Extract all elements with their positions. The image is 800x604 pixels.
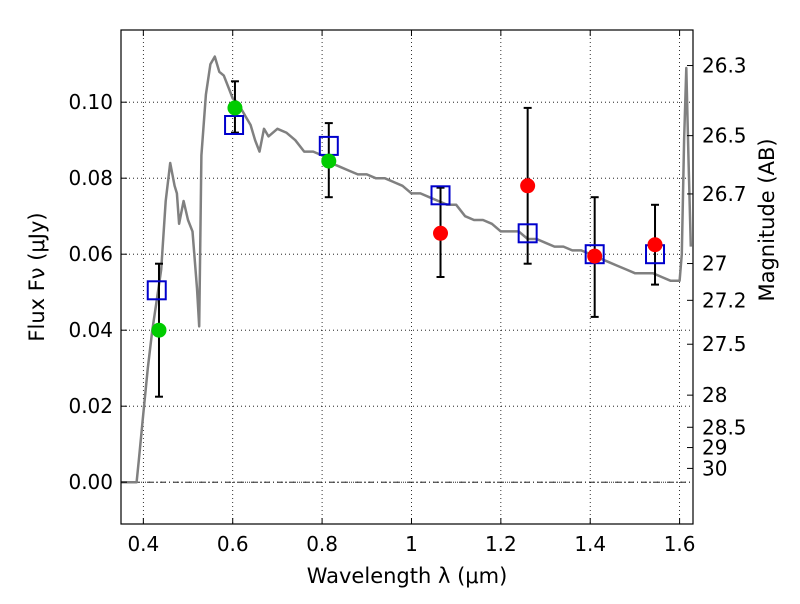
magnitude-axis-title: Magnitude (AB) — [755, 138, 779, 301]
y-tick-label: 0.08 — [68, 166, 113, 190]
y-axis-ticks: 0.00 0.02 0.04 0.06 0.08 0.10 — [68, 90, 127, 494]
optical-flux-point — [151, 322, 167, 338]
model-band-square — [146, 280, 167, 301]
magnitude-tick-label: 26.3 — [702, 54, 747, 78]
magnitude-tick-label: 27.2 — [702, 288, 747, 312]
model-band-square — [224, 115, 245, 135]
x-tick-label: 1.6 — [664, 532, 696, 556]
y-tick-label: 0.00 — [68, 470, 113, 494]
magnitude-tick-label: 27 — [702, 252, 727, 276]
x-tick-label: 0.8 — [306, 532, 338, 556]
magnitude-tick-label: 28.5 — [702, 415, 747, 439]
nir-flux-point — [520, 178, 536, 194]
y-tick-label: 0.06 — [68, 242, 113, 266]
x-tick-label: 1.4 — [574, 532, 606, 556]
y-axis-title: Flux Fν (μJy) — [25, 212, 49, 341]
nir-flux-point — [433, 225, 449, 241]
observed-flux-layer — [151, 100, 663, 338]
optical-flux-point — [227, 100, 243, 116]
magnitude-tick-label: 26.5 — [702, 124, 747, 148]
nir-flux-point — [647, 237, 663, 253]
optical-flux-point — [321, 153, 337, 169]
magnitude-tick-label: 29 — [702, 436, 727, 460]
magnitude-tick-label: 26.7 — [702, 182, 747, 206]
x-tick-label: 1 — [405, 532, 418, 556]
magnitude-tick-label: 27.5 — [702, 332, 747, 356]
x-axis-title: Wavelength λ (μm) — [307, 564, 508, 588]
model-band-square — [430, 185, 451, 206]
y-tick-label: 0.02 — [68, 394, 113, 418]
x-tick-label: 0.6 — [217, 532, 249, 556]
y-tick-label: 0.10 — [68, 90, 113, 114]
y-tick-label: 0.04 — [68, 318, 113, 342]
magnitude-tick-label: 30 — [702, 456, 727, 480]
plot-frame — [120, 29, 694, 525]
x-axis-ticks: 0.4 0.6 0.8 1 1.2 1.4 1.6 — [127, 30, 696, 556]
model-band-square — [517, 223, 538, 244]
x-tick-label: 0.4 — [127, 532, 159, 556]
x-tick-label: 1.2 — [485, 532, 517, 556]
nir-flux-point — [587, 248, 603, 264]
magnitude-tick-label: 28 — [702, 383, 727, 407]
plot-area — [121, 30, 693, 524]
